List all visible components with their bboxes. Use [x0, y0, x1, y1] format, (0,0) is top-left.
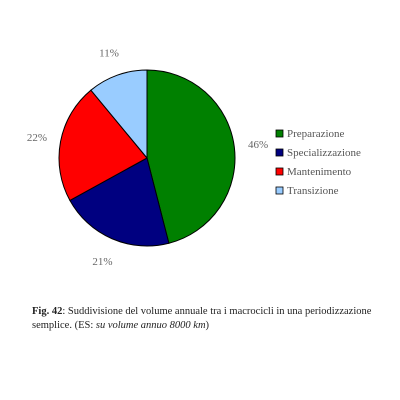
- caption-text: : Suddivisione del volume annuale tra i …: [32, 306, 372, 331]
- data-label-specializzazione: 21%: [92, 256, 112, 268]
- data-label-preparazione: 46%: [248, 139, 268, 151]
- caption-italic-text: su volume annuo 8000 km: [95, 320, 206, 331]
- pie-slice-transizione: [90, 69, 148, 160]
- legend-swatch-transizione: [275, 186, 284, 195]
- legend-label-specializzazione: Specializzazione: [287, 147, 361, 159]
- data-label-transizione: 11%: [99, 48, 119, 60]
- pie-slices: [58, 69, 236, 247]
- legend-label-transizione: Transizione: [287, 185, 339, 197]
- legend-swatch-preparazione: [275, 129, 284, 138]
- legend-label-mantenimento: Mantenimento: [287, 166, 352, 178]
- legend: Preparazione Specializzazione Mantenimento…: [275, 128, 361, 197]
- legend-swatch-specializzazione: [275, 148, 284, 157]
- figure-caption: Fig. 42: Suddivisione del volume annuale…: [32, 305, 372, 333]
- legend-swatch-mantenimento: [275, 167, 284, 176]
- pie-slice-preparazione: [146, 69, 236, 244]
- pie-slice-specializzazione: [69, 157, 170, 247]
- pie-data-labels: 46% 21% 22% 11%: [27, 48, 268, 268]
- legend-label-preparazione: Preparazione: [287, 128, 345, 140]
- caption-end: ): [205, 320, 210, 331]
- data-label-mantenimento: 22%: [27, 132, 47, 144]
- pie-slice-mantenimento: [58, 89, 148, 202]
- figure-label: Fig. 42: [32, 306, 63, 317]
